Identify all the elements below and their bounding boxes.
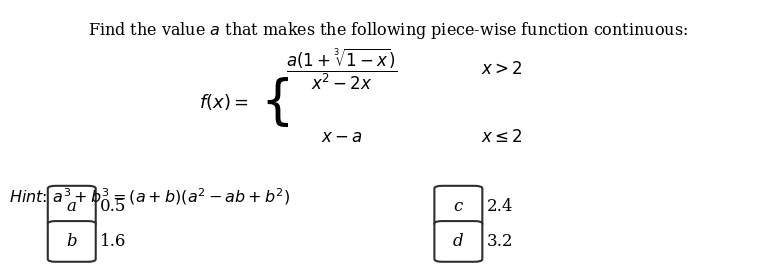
Text: 3.2: 3.2 bbox=[487, 233, 514, 250]
Text: 2.4: 2.4 bbox=[487, 198, 514, 215]
Text: c: c bbox=[454, 198, 463, 215]
Text: 1.6: 1.6 bbox=[100, 233, 126, 250]
Text: $\dfrac{a(1+\sqrt[3]{1-x})}{x^2-2x}$: $\dfrac{a(1+\sqrt[3]{1-x})}{x^2-2x}$ bbox=[286, 47, 397, 92]
Text: $x - a$: $x - a$ bbox=[320, 129, 362, 145]
Text: $x > 2$: $x > 2$ bbox=[481, 61, 522, 78]
Text: 0.5: 0.5 bbox=[100, 198, 126, 215]
Text: b: b bbox=[67, 233, 77, 250]
Text: $x \leq 2$: $x \leq 2$ bbox=[481, 129, 522, 145]
Text: $\{$: $\{$ bbox=[261, 75, 289, 129]
FancyBboxPatch shape bbox=[435, 186, 483, 227]
Text: Find the value $a$ that makes the following piece-wise function continuous:: Find the value $a$ that makes the follow… bbox=[88, 20, 688, 41]
Text: a: a bbox=[67, 198, 77, 215]
Text: $f(x) =$: $f(x) =$ bbox=[199, 92, 249, 112]
FancyBboxPatch shape bbox=[48, 221, 95, 262]
FancyBboxPatch shape bbox=[435, 221, 483, 262]
FancyBboxPatch shape bbox=[48, 186, 95, 227]
Text: $\mathit{Hint}\colon\ a^3+b^3=(a+b)(a^2-ab+b^2)$: $\mathit{Hint}\colon\ a^3+b^3=(a+b)(a^2-… bbox=[9, 186, 290, 207]
Text: d: d bbox=[453, 233, 464, 250]
